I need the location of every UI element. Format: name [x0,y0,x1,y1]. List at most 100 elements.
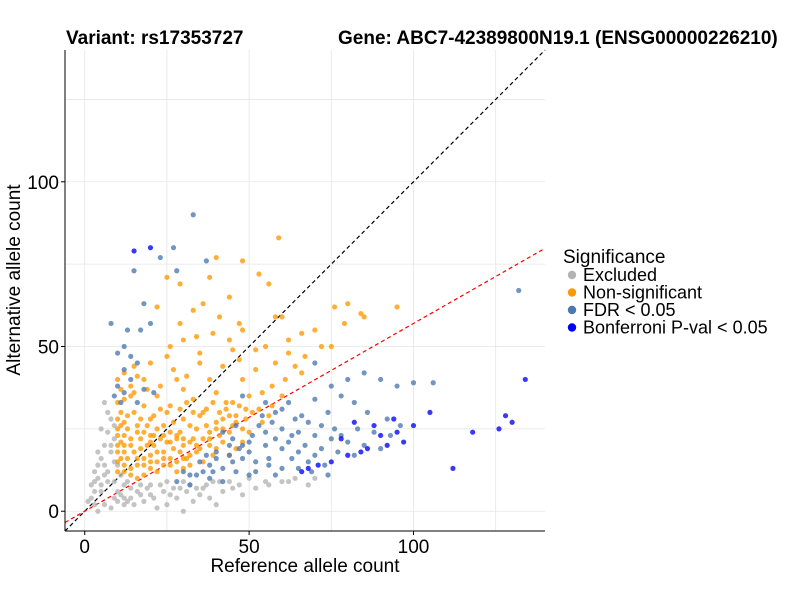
point-non-significant [131,409,137,415]
x-tick-label: 50 [239,537,260,558]
point-non-significant [190,436,196,442]
point-non-significant [193,442,200,448]
point-excluded [95,449,101,455]
point-non-significant [164,274,170,280]
legend-key [567,288,577,297]
point-non-significant [266,413,272,419]
point-non-significant [141,403,147,409]
point-non-significant [190,409,196,415]
point-non-significant [180,442,186,448]
point-non-significant [299,370,305,376]
point-excluded [111,422,117,429]
point-fdr-0-05 [213,455,219,462]
point-non-significant [292,363,298,369]
point-excluded [174,495,180,501]
point-fdr-0-05 [187,482,193,488]
point-non-significant [115,416,121,422]
point-fdr-0-05 [397,422,403,429]
point-excluded [91,502,98,508]
point-excluded [167,492,173,498]
point-non-significant [220,416,226,422]
point-fdr-0-05 [279,426,285,432]
point-non-significant [115,432,121,439]
point-non-significant [239,258,246,264]
point-fdr-0-05 [351,399,357,406]
point-non-significant [207,376,213,383]
point-non-significant [203,406,209,412]
point-excluded [111,478,117,485]
point-non-significant [207,436,213,442]
point-non-significant [134,373,140,379]
point-fdr-0-05 [279,446,285,452]
point-non-significant [210,399,216,406]
point-bonferroni-p-val-0-05 [496,426,502,432]
point-fdr-0-05 [233,422,239,429]
point-bonferroni-p-val-0-05 [502,413,509,419]
point-non-significant [187,452,193,458]
point-excluded [101,502,108,508]
point-fdr-0-05 [384,416,390,422]
point-non-significant [174,469,180,475]
x-axis-title: Reference allele count [210,556,400,577]
legend-title: Significance [563,247,665,268]
point-fdr-0-05 [378,376,384,383]
point-excluded [101,442,108,448]
point-fdr-0-05 [138,327,144,333]
point-fdr-0-05 [335,449,341,455]
point-non-significant [161,432,167,439]
point-non-significant [269,403,275,409]
point-non-significant [266,281,272,287]
point-non-significant [213,419,219,425]
point-fdr-0-05 [295,429,302,435]
point-fdr-0-05 [147,320,154,327]
point-fdr-0-05 [220,465,226,472]
point-fdr-0-05 [361,370,367,376]
point-non-significant [197,360,203,366]
point-non-significant [128,442,134,448]
y-tick-label: 0 [48,502,59,523]
point-fdr-0-05 [115,383,121,389]
point-excluded [170,485,177,491]
point-fdr-0-05 [203,258,209,264]
point-non-significant [144,422,150,429]
point-non-significant [246,429,252,435]
point-bonferroni-p-val-0-05 [131,248,137,254]
point-fdr-0-05 [292,416,298,422]
point-excluded [128,495,134,501]
point-non-significant [239,327,246,333]
point-fdr-0-05 [180,469,186,475]
point-fdr-0-05 [121,390,127,396]
y-tick-label: 100 [27,173,59,194]
point-non-significant [115,442,121,448]
point-excluded [98,455,104,462]
point-non-significant [167,429,173,435]
point-non-significant [141,462,147,468]
point-non-significant [167,439,173,445]
point-fdr-0-05 [236,446,242,452]
point-non-significant [128,436,134,442]
point-non-significant [256,406,262,412]
chart-title-gene: Gene: ABC7-42389800N19.1 (ENSG0000022621… [338,28,778,49]
point-fdr-0-05 [197,459,203,465]
point-non-significant [131,449,137,455]
point-excluded [131,502,137,508]
point-fdr-0-05 [115,350,121,356]
point-non-significant [223,406,229,412]
point-non-significant [115,449,121,455]
point-non-significant [134,429,140,435]
point-excluded [98,426,104,432]
point-fdr-0-05 [253,459,259,465]
point-fdr-0-05 [246,439,252,445]
point-non-significant [121,432,127,439]
point-excluded [108,442,114,448]
point-excluded [95,475,101,481]
chart-title-variant: Variant: rs17353727 [66,28,243,49]
point-fdr-0-05 [128,353,134,359]
point-non-significant [121,462,127,468]
point-excluded [121,495,127,501]
reference-line-fitted [64,247,546,524]
point-fdr-0-05 [121,343,127,350]
point-fdr-0-05 [331,426,338,432]
point-excluded [91,488,98,495]
point-non-significant [147,465,154,472]
